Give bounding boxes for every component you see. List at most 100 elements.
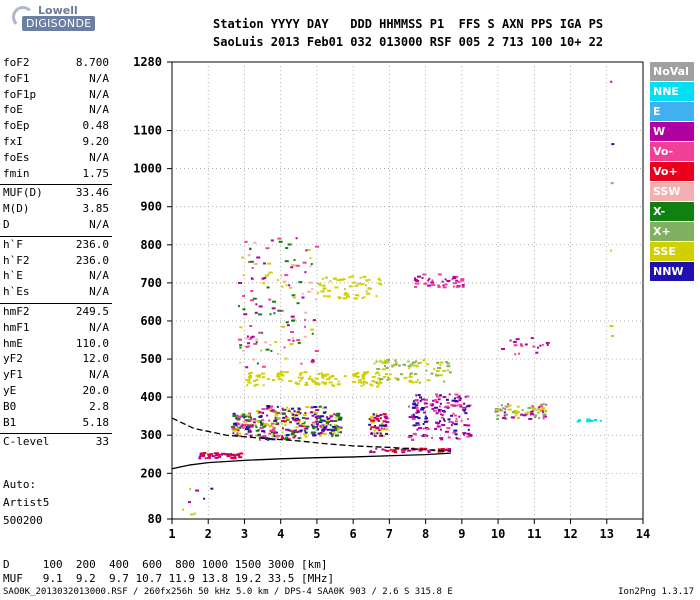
echo-point (329, 280, 332, 283)
echo-point (433, 406, 438, 409)
echo-point (507, 408, 512, 411)
echo-point (272, 426, 276, 429)
echo-point (437, 273, 442, 276)
echo-point (280, 325, 285, 328)
echo-point (279, 372, 282, 375)
echo-point (242, 308, 246, 311)
echo-point (336, 414, 341, 417)
param-row-hes: h`Es N/A (3, 285, 109, 300)
echo-point (446, 362, 450, 365)
echo-point (274, 341, 278, 344)
echo-point (417, 401, 420, 404)
echo-point (238, 415, 243, 418)
echo-point (335, 428, 340, 431)
echo-point (459, 405, 463, 408)
echo-point (283, 346, 286, 349)
echo-point (207, 455, 211, 458)
echo-point (256, 412, 260, 415)
echo-point (258, 415, 263, 418)
echo-point (247, 381, 252, 384)
echo-point (333, 419, 337, 422)
echo-point (321, 428, 326, 431)
echo-point (261, 277, 265, 280)
echo-point (440, 416, 444, 419)
echo-point (248, 260, 251, 263)
echo-point (454, 433, 458, 436)
echo-point (384, 449, 387, 452)
echo-point (338, 416, 343, 419)
echo-point (537, 411, 540, 414)
echo-point (498, 409, 503, 412)
echo-point (323, 432, 328, 435)
echo-point (535, 351, 539, 354)
echo-point (414, 286, 418, 289)
echo-point (250, 277, 253, 280)
echo-point (310, 360, 315, 363)
echo-point (289, 286, 293, 289)
echo-point (381, 448, 385, 451)
param-value: N/A (89, 368, 109, 382)
echo-point (286, 406, 289, 409)
echo-point (403, 376, 408, 379)
echo-point (247, 376, 252, 379)
echo-point (285, 417, 290, 420)
echo-point (245, 337, 250, 340)
echo-point (501, 347, 506, 350)
y-tick-label: 80 (148, 512, 162, 526)
echo-point (418, 381, 421, 384)
echo-point (446, 365, 451, 368)
echo-point (412, 381, 415, 384)
echo-point (231, 425, 236, 428)
echo-point (301, 296, 305, 299)
echo-point (278, 240, 283, 243)
echo-point (456, 437, 461, 440)
echo-point (253, 384, 256, 387)
echo-point (250, 289, 254, 292)
echo-point (411, 438, 414, 441)
echo-point (249, 324, 253, 327)
echo-point (446, 279, 451, 282)
echo-point (376, 371, 380, 374)
echo-point (611, 143, 615, 146)
echo-point (326, 417, 330, 420)
echo-point (300, 423, 305, 426)
echo-point (368, 418, 371, 421)
echo-point (270, 431, 274, 434)
echo-point (247, 424, 252, 427)
legend-item-xminus: X- (650, 202, 694, 221)
echo-point (538, 417, 541, 420)
echo-point (414, 277, 417, 280)
echo-point (414, 416, 419, 419)
echo-point (297, 376, 300, 379)
y-tick-label: 300 (140, 428, 162, 442)
echo-point (322, 407, 325, 410)
echo-point (442, 286, 447, 289)
echo-point (437, 366, 442, 369)
param-row-ye: yE 20.0 (3, 384, 109, 399)
param-value: 33.46 (75, 186, 109, 200)
echo-point (417, 362, 420, 365)
echo-point (261, 408, 266, 411)
echo-point (412, 416, 416, 419)
echo-point (348, 276, 352, 279)
echo-point (322, 381, 327, 384)
echo-point (307, 290, 312, 293)
legend-item-noval: NoVal (650, 62, 694, 81)
echo-point (262, 384, 265, 387)
echo-point (307, 377, 311, 380)
echo-point (329, 415, 333, 418)
echo-point (379, 424, 383, 427)
echo-point (422, 423, 425, 426)
echo-point (268, 419, 271, 422)
echo-point (426, 363, 430, 366)
echo-point (238, 432, 242, 435)
echo-point (247, 429, 251, 432)
echo-point (236, 418, 241, 421)
echo-point (437, 408, 442, 411)
echo-point (334, 434, 339, 437)
echo-point (333, 385, 336, 388)
echo-point (417, 394, 421, 397)
echo-point (363, 296, 366, 299)
param-row-b0: B0 2.8 (3, 400, 109, 415)
echo-point (315, 408, 320, 411)
